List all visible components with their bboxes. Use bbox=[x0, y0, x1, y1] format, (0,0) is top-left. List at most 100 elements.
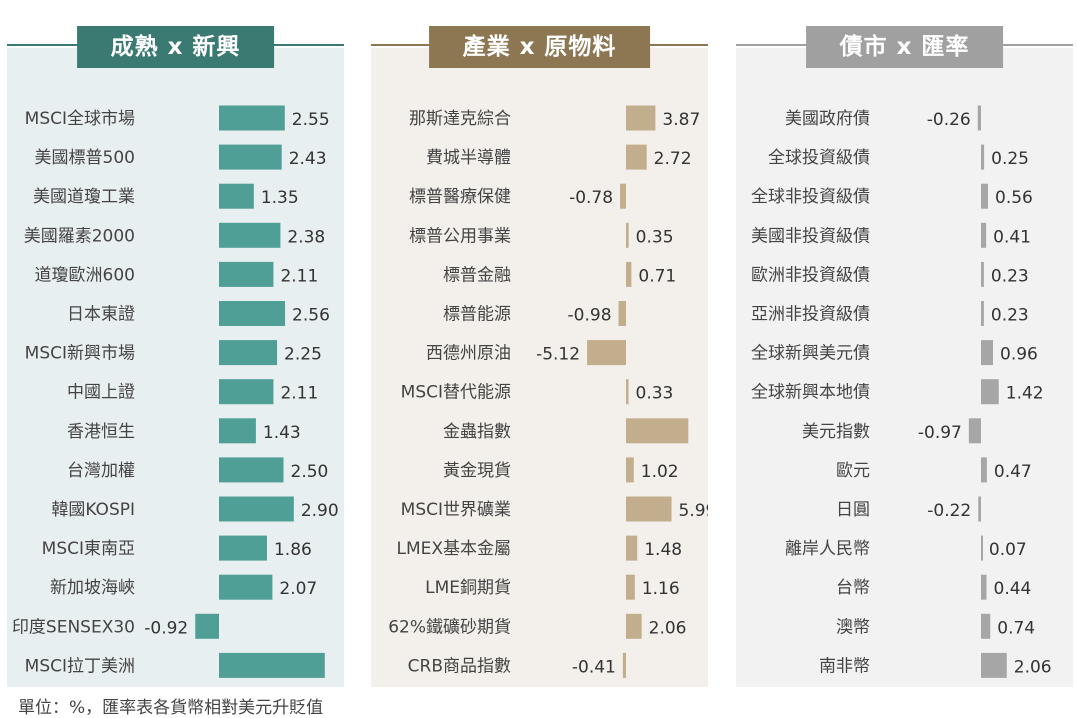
chart-bond-fx: 美國政府債 -0.26 全球投資級債 0.25 全球非投資級債 0.56 美國非投資級債 0.… bbox=[736, 48, 1073, 687]
value-label: 0.07 bbox=[989, 540, 1027, 560]
category-label: 62%鐵礦砂期貨 bbox=[388, 617, 511, 637]
category-label: 新加坡海峽 bbox=[50, 578, 135, 598]
bar bbox=[219, 301, 286, 326]
bar bbox=[981, 574, 987, 600]
value-label: -5.12 bbox=[536, 345, 580, 365]
category-label: 全球投資級債 bbox=[768, 148, 870, 168]
value-label: 1.35 bbox=[261, 188, 299, 208]
bar bbox=[981, 222, 987, 248]
bar bbox=[981, 261, 984, 287]
value-label: 0.25 bbox=[991, 149, 1029, 169]
bar bbox=[968, 418, 981, 444]
bar bbox=[626, 418, 689, 444]
bar bbox=[620, 183, 626, 209]
category-label: LME銅期貨 bbox=[425, 578, 511, 598]
category-label: LMEX基本金屬 bbox=[396, 539, 511, 559]
bar bbox=[981, 301, 984, 326]
value-label: 0.23 bbox=[991, 306, 1029, 326]
value-label: -0.92 bbox=[144, 618, 188, 638]
value-label: 1.16 bbox=[642, 579, 680, 599]
value-label: 0.56 bbox=[995, 188, 1033, 208]
category-label: 全球新興本地債 bbox=[751, 383, 870, 403]
category-label: 美國羅素2000 bbox=[24, 226, 135, 246]
value-label: 0.33 bbox=[636, 384, 674, 404]
bar bbox=[219, 418, 256, 444]
category-label: 香港恒生 bbox=[67, 422, 135, 442]
panel-bond-fx: 美國政府債 -0.26 全球投資級債 0.25 全球非投資級債 0.56 美國非投資級債 0.… bbox=[736, 26, 1073, 687]
bar bbox=[981, 144, 985, 170]
category-label: MSCI新興市場 bbox=[25, 344, 135, 364]
bar bbox=[978, 496, 981, 522]
category-label: 黃金現貨 bbox=[443, 461, 511, 481]
category-label: 美國標普500 bbox=[35, 148, 135, 168]
value-label: 2.06 bbox=[649, 618, 687, 638]
value-label: 0.74 bbox=[997, 618, 1035, 638]
bar bbox=[219, 222, 281, 248]
bar bbox=[219, 535, 267, 561]
value-label: 2.72 bbox=[654, 149, 692, 169]
category-label: 台灣加權 bbox=[67, 461, 135, 481]
bar bbox=[219, 457, 284, 483]
value-label: 2.11 bbox=[280, 384, 318, 404]
value-label: 2.90 bbox=[301, 501, 339, 521]
panel-mature-emerging: MSCI全球市場 2.55 美國標普500 2.43 美國道瓊工業 1.35 美國羅素200… bbox=[7, 26, 344, 687]
bar bbox=[981, 613, 991, 639]
chart-mature-emerging: MSCI全球市場 2.55 美國標普500 2.43 美國道瓊工業 1.35 美國羅素200… bbox=[7, 48, 344, 687]
value-label: 2.06 bbox=[1014, 657, 1052, 677]
value-label: 2.07 bbox=[279, 579, 317, 599]
category-label: 歐元 bbox=[836, 461, 870, 481]
category-label: 印度SENSEX30 bbox=[12, 617, 135, 637]
bar bbox=[981, 652, 1007, 678]
bar bbox=[626, 496, 672, 522]
value-label: 0.23 bbox=[991, 266, 1029, 286]
bar bbox=[219, 340, 278, 366]
category-label: MSCI全球市場 bbox=[25, 109, 135, 129]
bar bbox=[219, 105, 285, 131]
value-label: 2.11 bbox=[280, 266, 318, 286]
category-label: 歐洲非投資級債 bbox=[751, 265, 870, 285]
panel-title-bond-fx: 債市 x 匯率 bbox=[805, 26, 1004, 68]
category-label: MSCI東南亞 bbox=[42, 539, 135, 559]
category-label: MSCI世界礦業 bbox=[401, 500, 511, 520]
value-label: 2.55 bbox=[292, 110, 330, 130]
bar bbox=[195, 613, 219, 639]
value-label: 0.47 bbox=[994, 462, 1032, 482]
bar bbox=[626, 574, 635, 600]
category-label: 美國非投資級債 bbox=[751, 226, 870, 246]
value-label: 0.44 bbox=[994, 579, 1032, 599]
bar bbox=[981, 535, 983, 561]
panel-background bbox=[7, 48, 344, 687]
bar bbox=[626, 222, 629, 248]
bar bbox=[977, 105, 981, 131]
category-label: 台幣 bbox=[836, 578, 870, 598]
category-label: 中國上證 bbox=[67, 383, 135, 403]
category-label: 標普醫療保健 bbox=[409, 187, 511, 207]
category-label: 西德州原油 bbox=[426, 344, 511, 364]
chart-sector-commodity: 那斯達克綜合 3.87 費城半導體 2.72 標普醫療保健 -0.78 標普公用事業 0.35… bbox=[371, 48, 708, 687]
category-label: 費城半導體 bbox=[426, 148, 511, 168]
bar bbox=[626, 105, 656, 131]
bar bbox=[219, 183, 254, 209]
category-label: 標普金融 bbox=[443, 265, 511, 285]
category-label: 澳幣 bbox=[836, 617, 870, 637]
category-label: 全球新興美元債 bbox=[751, 344, 870, 364]
value-label: 0.96 bbox=[1000, 345, 1038, 365]
panel-background bbox=[371, 48, 708, 687]
category-label: MSCI拉丁美洲 bbox=[25, 656, 135, 676]
category-label: 道瓊歐洲600 bbox=[35, 265, 135, 285]
value-label: -0.78 bbox=[569, 188, 613, 208]
category-label: 金蟲指數 bbox=[443, 422, 511, 442]
category-label: 亞洲非投資級債 bbox=[751, 305, 870, 325]
value-label: 1.48 bbox=[644, 540, 682, 560]
value-label: 3.87 bbox=[662, 110, 700, 130]
category-label: 全球非投資級債 bbox=[751, 187, 870, 207]
bar bbox=[219, 652, 325, 678]
value-label: 2.43 bbox=[289, 149, 327, 169]
bar bbox=[981, 457, 987, 483]
value-label: 2.56 bbox=[292, 306, 330, 326]
bar bbox=[618, 301, 626, 326]
value-label: 0.71 bbox=[638, 266, 676, 286]
category-label: 標普公用事業 bbox=[409, 226, 511, 246]
category-label: MSCI替代能源 bbox=[401, 383, 511, 403]
value-label: 2.25 bbox=[284, 345, 322, 365]
